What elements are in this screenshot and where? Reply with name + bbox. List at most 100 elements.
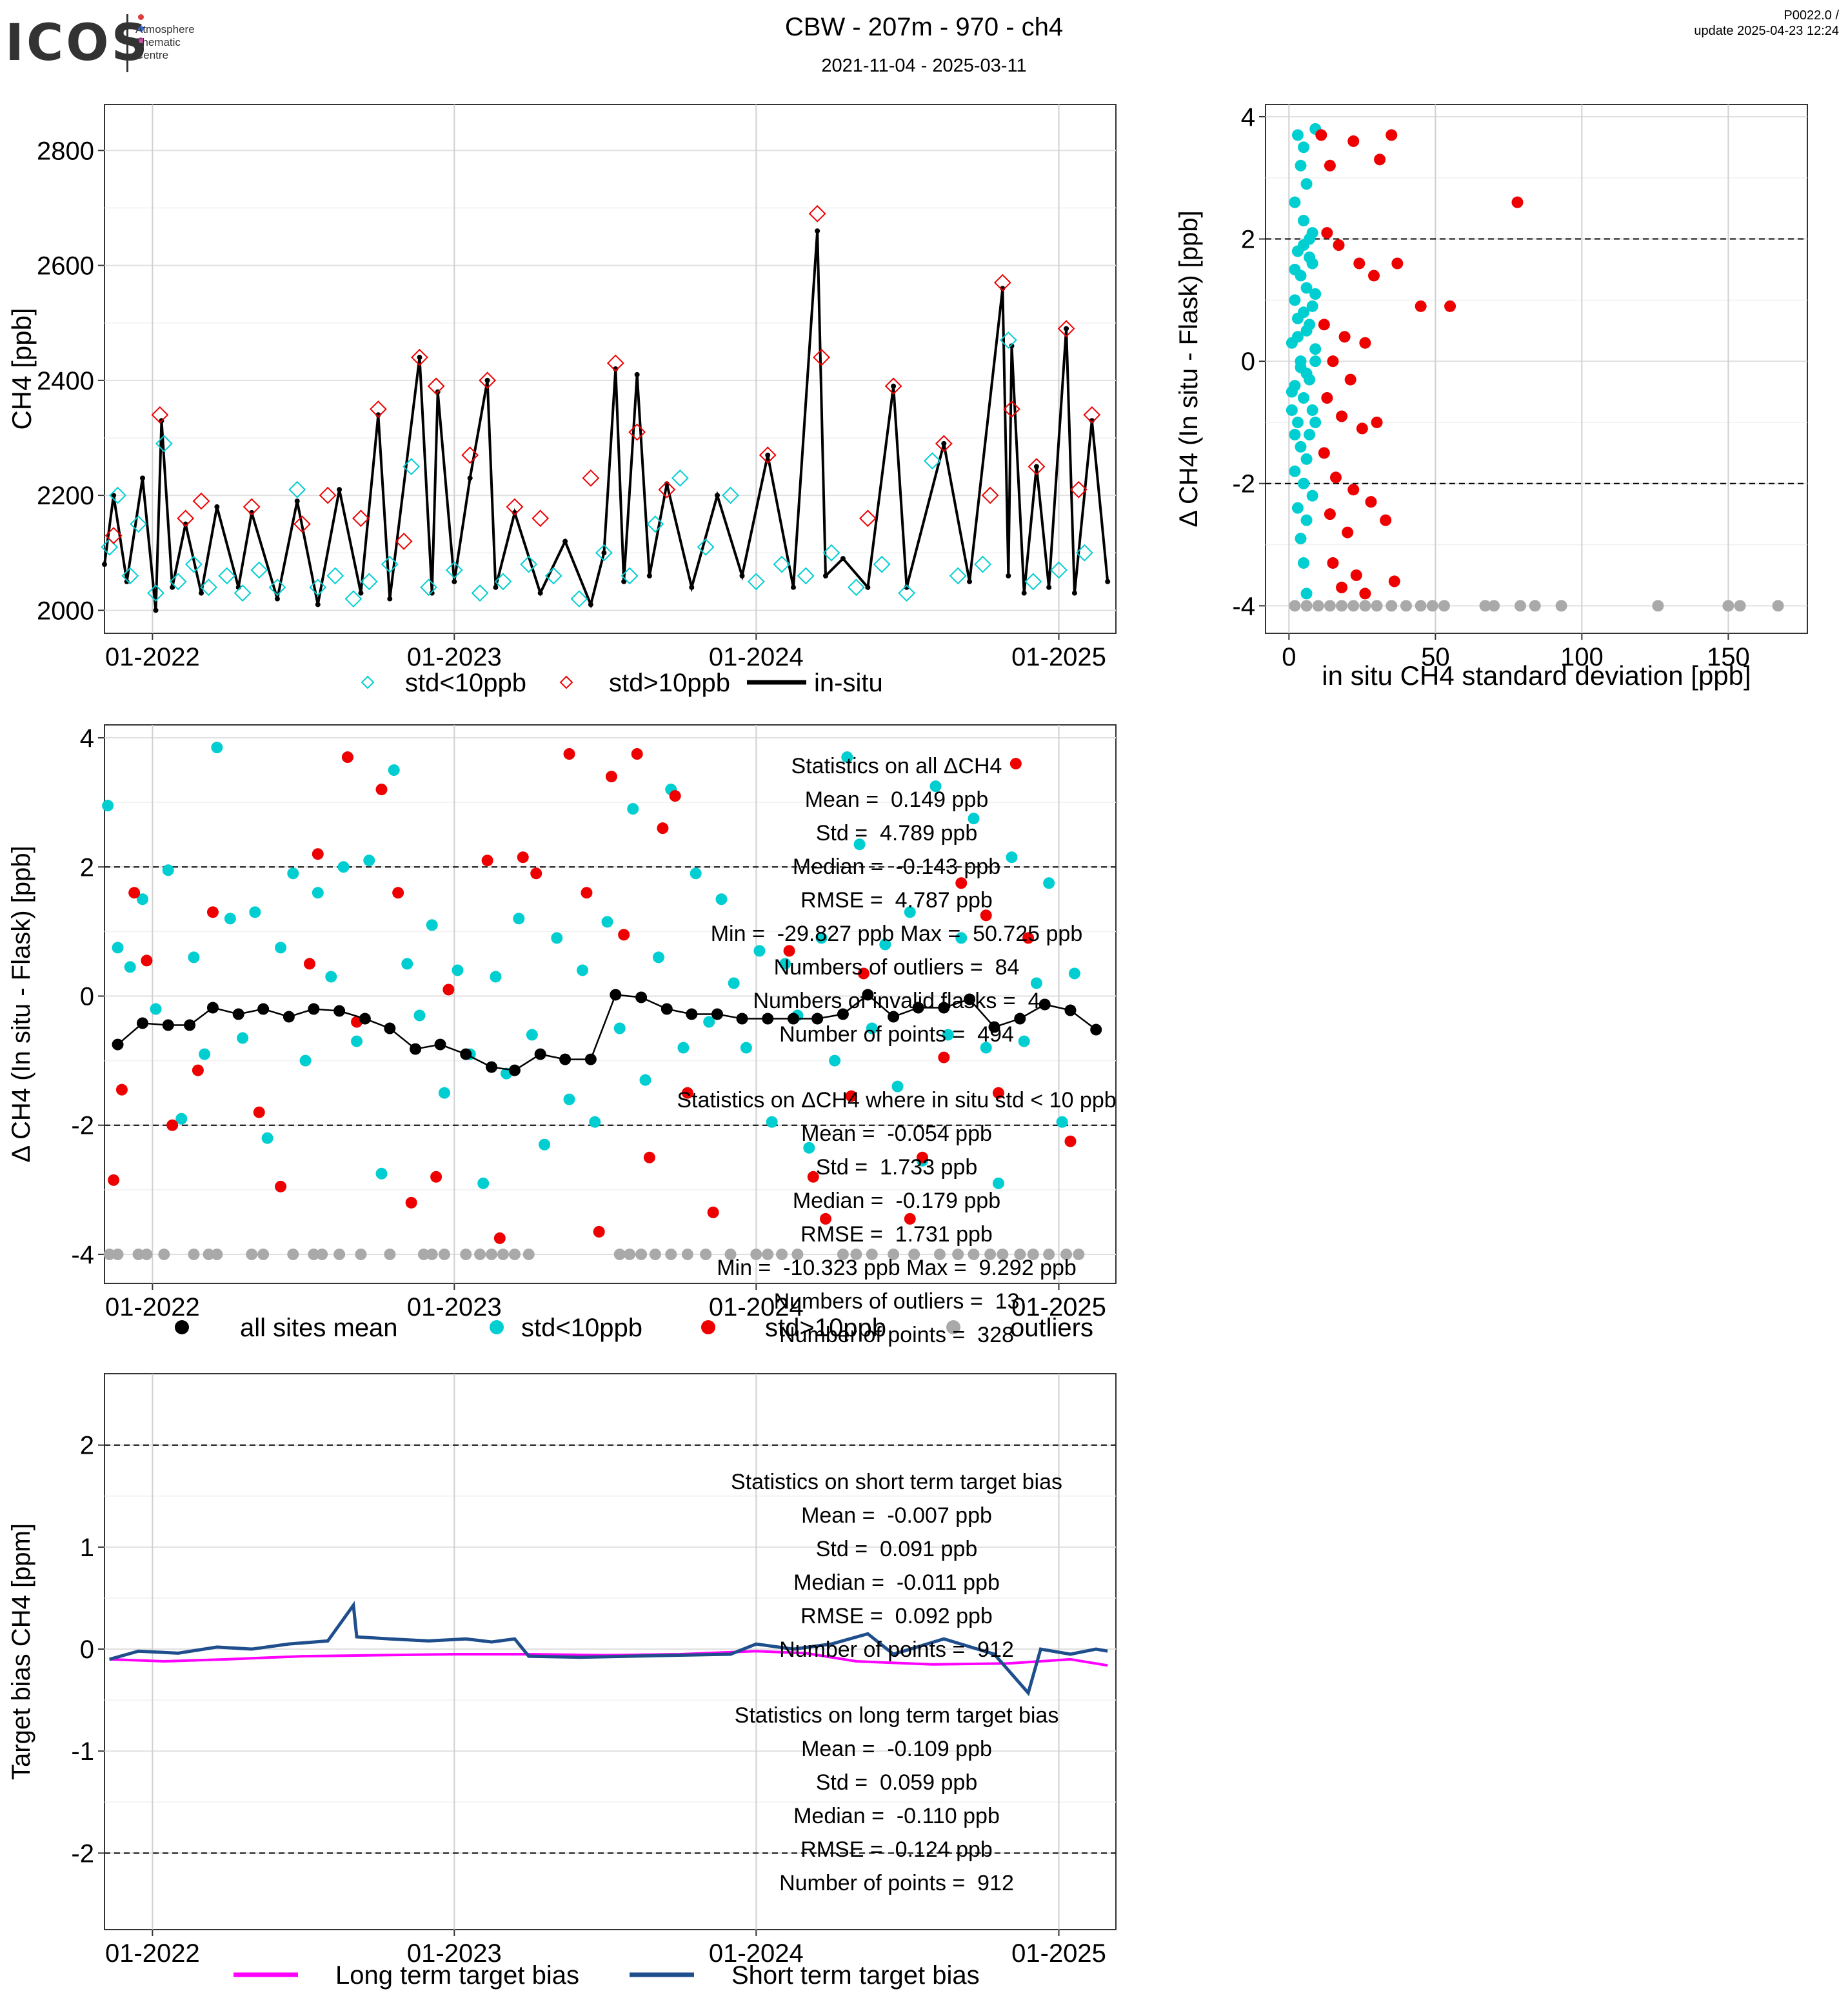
delta-point-std-10ppb	[845, 1090, 857, 1102]
y-tick-label: 2	[1241, 226, 1255, 254]
all-sites-mean-point	[912, 1002, 924, 1014]
all-sites-mean-point	[434, 1038, 446, 1051]
std-low-diamond	[233, 584, 252, 602]
delta-point-std-10ppb	[375, 1167, 388, 1180]
x-tick-label: 01-2024	[709, 1293, 804, 1321]
scatter-point-std-10ppb	[1306, 300, 1318, 312]
y-tick-label: 0	[1241, 348, 1255, 376]
delta-point-std-10ppb	[992, 1087, 1004, 1099]
std-low-diamond	[999, 331, 1017, 349]
delta-point-std-10ppb	[563, 1093, 575, 1105]
std-high-diamond	[813, 348, 830, 366]
y-tick-label: 2200	[37, 482, 94, 510]
legend-marker	[175, 1320, 189, 1334]
all-sites-mean-point	[584, 1053, 597, 1065]
stats-line: Numbers of outliers = 13	[773, 1289, 1020, 1314]
delta-point-std-10ppb	[1018, 1035, 1030, 1047]
delta-point-std-10ppb	[108, 1174, 120, 1186]
scatter-point-std-10ppb	[1298, 477, 1310, 489]
delta-point-std-10ppb	[312, 848, 324, 860]
in-situ-point	[1006, 573, 1011, 578]
delta-point-std-10ppb	[224, 913, 236, 925]
std-low-diamond	[646, 515, 664, 533]
delta-point-std-10ppb	[141, 954, 153, 967]
delta-point-std-10ppb	[162, 864, 174, 876]
delta-point-outliers	[933, 1248, 946, 1260]
all-sites-mean-point	[283, 1011, 295, 1023]
scatter-point-std-10ppb	[1315, 129, 1327, 141]
delta-point-std-10ppb	[853, 838, 866, 851]
scatter-point-std-10ppb	[1324, 508, 1336, 520]
delta-point-std-10ppb	[426, 919, 438, 931]
version-info: P0022.0 / update 2025-04-23 12:24	[1694, 8, 1839, 39]
std-low-diamond	[344, 590, 363, 608]
delta-point-std-10ppb	[192, 1064, 204, 1076]
logo-dots	[138, 12, 146, 46]
scatter-point-outliers	[1336, 600, 1348, 612]
in-situ-point	[429, 590, 435, 596]
std-low-diamond	[250, 561, 268, 579]
std-high-diamond	[319, 486, 337, 504]
delta-point-outliers	[724, 1248, 737, 1260]
std-low-diamond	[621, 567, 639, 585]
y-tick-label: 2600	[37, 252, 94, 281]
all-sites-mean-point	[460, 1048, 472, 1060]
y-tick-label: 2800	[37, 137, 94, 165]
stats-line: Number of points = 328	[779, 1323, 1014, 1347]
in-situ-point	[153, 608, 159, 613]
delta-point-outliers	[681, 1248, 693, 1260]
scatter-point-std-10ppb	[1298, 392, 1310, 404]
in-situ-point	[967, 578, 973, 584]
scatter-point-std-10ppb	[1286, 404, 1298, 416]
y-tick-label: 1	[80, 1534, 94, 1562]
scatter-point-outliers	[1289, 600, 1301, 612]
delta-point-std-10ppb	[938, 1051, 950, 1063]
y-tick-label: 2	[80, 853, 94, 882]
in-situ-point	[294, 499, 300, 504]
all-sites-mean-point	[359, 1013, 371, 1025]
scatter-point-std-10ppb	[1291, 312, 1304, 324]
std-low-diamond	[402, 458, 421, 475]
delta-point-outliers	[984, 1248, 997, 1260]
delta-point-outliers	[776, 1248, 788, 1260]
all-sites-mean-point	[534, 1048, 546, 1060]
scatter-point-std-10ppb	[1300, 453, 1313, 465]
delta-point-outliers	[1043, 1248, 1055, 1260]
in-situ-point	[790, 584, 796, 590]
stats-line: Median = -0.143 ppb	[792, 855, 1001, 879]
page-title: CBW - 207m - 970 - ch4	[784, 13, 1064, 41]
all-sites-mean-point	[232, 1008, 244, 1020]
scatter-point-std-10ppb	[1291, 502, 1304, 514]
stats-line: RMSE = 0.124 ppb	[800, 1837, 993, 1862]
stats-line: Mean = 0.149 ppb	[804, 787, 989, 812]
all-sites-mean-point	[938, 1002, 950, 1014]
std-low-diamond	[822, 544, 840, 562]
delta-point-std-10ppb	[703, 1016, 715, 1028]
delta-point-std-10ppb	[188, 951, 200, 964]
x-tick-label: 150	[1707, 643, 1750, 671]
legend-long-term-label: Long term target bias	[335, 1961, 579, 1990]
legend-std-low-marker	[361, 675, 375, 689]
scatter-point-std-10ppb	[1289, 196, 1301, 208]
legend-label: all sites mean	[240, 1314, 398, 1342]
scatter-point-std-10ppb	[1298, 141, 1310, 153]
delta-point-std-10ppb	[715, 893, 728, 905]
all-sites-mean-point	[333, 1005, 346, 1017]
delta-point-std-10ppb	[526, 1029, 538, 1041]
delta-point-outliers	[486, 1248, 498, 1260]
std-low-diamond	[544, 567, 562, 585]
delta-point-std-10ppb	[1009, 758, 1022, 770]
std-low-diamond	[773, 555, 791, 573]
delta-point-std-10ppb	[601, 916, 613, 928]
in-situ-point	[941, 440, 947, 446]
delta-point-std-10ppb	[166, 1119, 179, 1131]
std-low-diamond	[747, 573, 765, 591]
std-low-diamond	[923, 452, 941, 470]
std-low-diamond	[147, 584, 164, 602]
delta-point-outliers	[522, 1248, 535, 1260]
delta-point-std-10ppb	[539, 1138, 551, 1151]
delta-point-std-10ppb	[112, 942, 124, 954]
delta-point-std-10ppb	[452, 964, 464, 976]
all-sites-mean-point	[862, 989, 874, 1001]
in-situ-point	[124, 578, 130, 584]
